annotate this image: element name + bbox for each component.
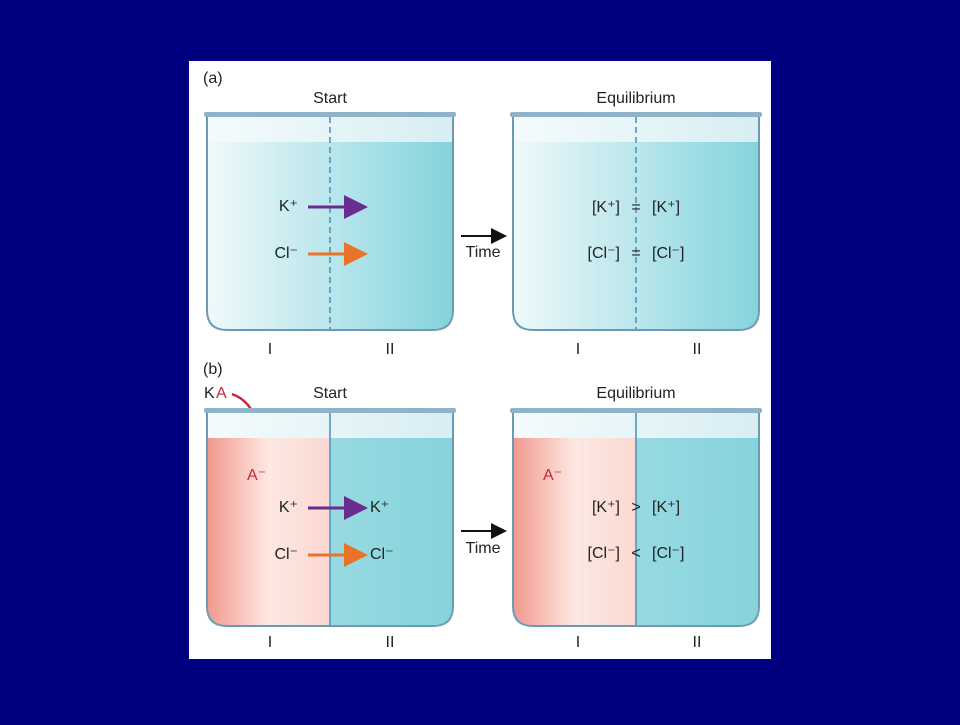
compartment-label: II bbox=[386, 634, 395, 651]
equation-right: [Cl⁻] bbox=[652, 545, 684, 562]
beaker-rim bbox=[510, 112, 762, 117]
beaker-rim bbox=[204, 408, 456, 413]
beaker-wall bbox=[206, 115, 454, 331]
equation-op: = bbox=[631, 199, 640, 216]
beaker-rim bbox=[204, 112, 456, 117]
solution bbox=[514, 142, 758, 329]
ion-label: K⁺ bbox=[370, 499, 389, 516]
added-cation: K bbox=[204, 385, 215, 402]
equation-left: [Cl⁻] bbox=[588, 545, 620, 562]
equation-op: > bbox=[631, 499, 640, 516]
anion-label: A⁻ bbox=[543, 467, 562, 484]
equation-left: [K⁺] bbox=[592, 499, 620, 516]
ion-label: K⁺ bbox=[279, 198, 298, 215]
panel-label: (a) bbox=[203, 70, 223, 87]
panel-a: (a) Start Equilibrium K⁺ Cl⁻ Time [K⁺] =… bbox=[203, 70, 762, 358]
compartment-label: I bbox=[268, 341, 272, 358]
equation-left: [Cl⁻] bbox=[588, 245, 620, 262]
ion-label: Cl⁻ bbox=[370, 546, 394, 563]
beaker bbox=[510, 408, 762, 627]
equation-right: [K⁺] bbox=[652, 499, 680, 516]
time-label: Time bbox=[466, 540, 501, 557]
compartment-label: I bbox=[268, 634, 272, 651]
panel-b: (b) K A Start Equilibrium A⁻ K⁺ K⁺ Cl⁻ C… bbox=[203, 361, 762, 651]
anion-label: A⁻ bbox=[247, 467, 266, 484]
ion-label: K⁺ bbox=[279, 499, 298, 516]
compartment-label: II bbox=[693, 634, 702, 651]
beaker-wall bbox=[206, 411, 454, 627]
solution bbox=[208, 142, 452, 329]
equation-left: [K⁺] bbox=[592, 199, 620, 216]
beaker-wall bbox=[512, 115, 760, 331]
equilibrium-title: Equilibrium bbox=[596, 90, 675, 107]
equation-right: [K⁺] bbox=[652, 199, 680, 216]
equation-op: = bbox=[631, 245, 640, 262]
ion-label: Cl⁻ bbox=[274, 245, 298, 262]
anion-solution bbox=[514, 438, 636, 625]
start-title: Start bbox=[313, 385, 347, 402]
added-anion: A bbox=[216, 385, 227, 402]
start-title: Start bbox=[313, 90, 347, 107]
equilibrium-title: Equilibrium bbox=[596, 385, 675, 402]
beaker bbox=[510, 112, 762, 331]
compartment-label: II bbox=[386, 341, 395, 358]
panel-label: (b) bbox=[203, 361, 223, 378]
equation-right: [Cl⁻] bbox=[652, 245, 684, 262]
beaker-rim bbox=[510, 408, 762, 413]
beaker bbox=[204, 408, 456, 627]
time-label: Time bbox=[466, 244, 501, 261]
compartment-label: I bbox=[576, 634, 580, 651]
compartment-label: II bbox=[693, 341, 702, 358]
ion-label: Cl⁻ bbox=[274, 546, 298, 563]
beaker bbox=[204, 112, 456, 331]
equation-op: < bbox=[631, 545, 640, 562]
beaker-wall bbox=[512, 411, 760, 627]
anion-solution bbox=[208, 438, 330, 625]
compartment-label: I bbox=[576, 341, 580, 358]
